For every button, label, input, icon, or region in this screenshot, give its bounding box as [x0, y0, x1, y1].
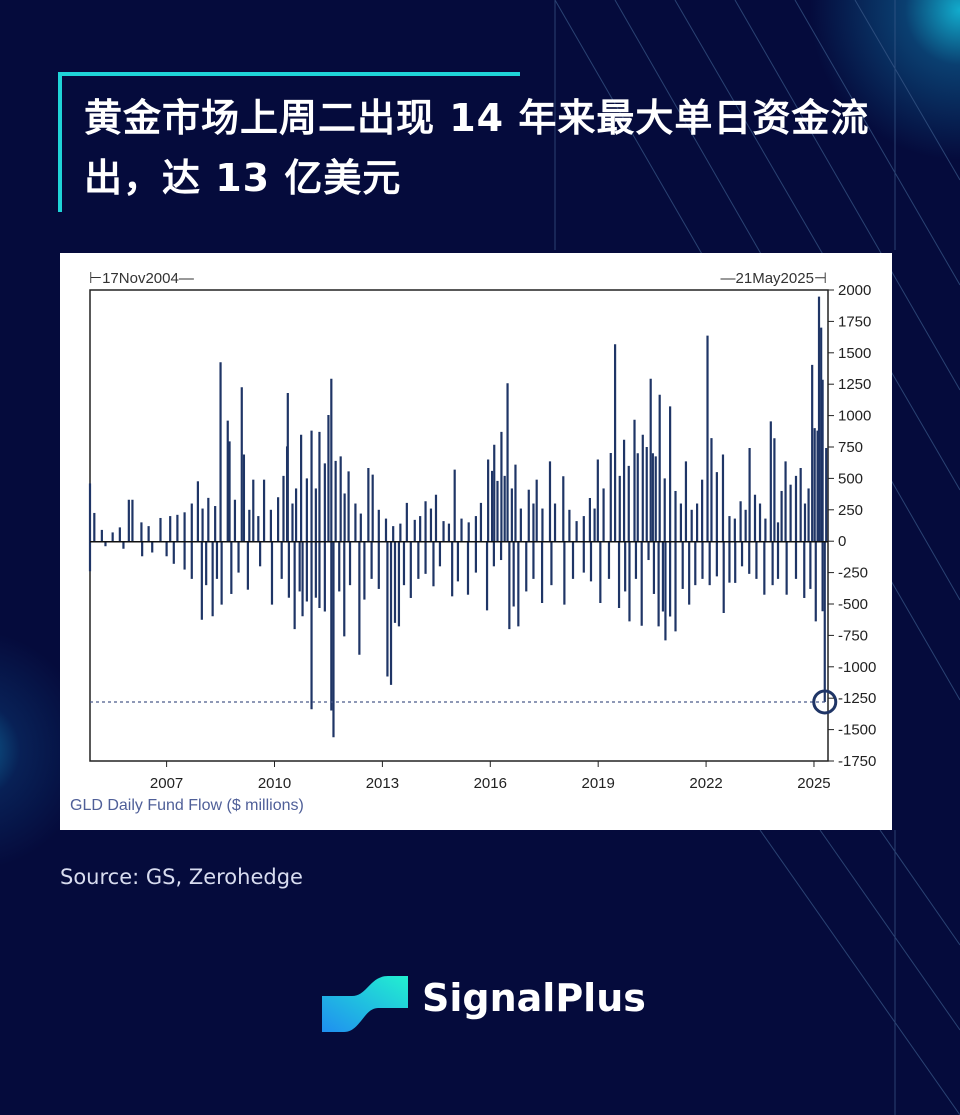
y-tick-label: -500: [838, 596, 868, 613]
y-tick-label: 1000: [838, 408, 871, 425]
x-tick-label: 2022: [689, 775, 722, 792]
y-tick-label: -1250: [838, 690, 876, 707]
y-tick-label: -750: [838, 627, 868, 644]
highlight-circle: [812, 689, 838, 715]
brand-name: SignalPlus: [422, 976, 646, 1020]
x-tick-label: 2010: [258, 775, 291, 792]
end-date-label: —21May2025⊣: [721, 270, 827, 287]
gld-fund-flow-chart: 2000 1750 1500 1250 1000 750 500 250 0 -250 -500 -7…: [70, 270, 876, 814]
y-tick-label: 1750: [838, 313, 871, 330]
y-tick-label: 750: [838, 439, 863, 456]
y-tick-label: 500: [838, 470, 863, 487]
y-tick-label: 2000: [838, 282, 871, 299]
chart-card: 2000 1750 1500 1250 1000 750 500 250 0 -250 -500 -7…: [60, 253, 892, 830]
title-accent-frame: [58, 72, 520, 212]
y-tick-label: -1000: [838, 659, 876, 676]
signalplus-logo-icon: [322, 976, 408, 1032]
y-tick-label: -1750: [838, 753, 876, 770]
y-tick-label: 250: [838, 502, 863, 519]
y-tick-label: -250: [838, 565, 868, 582]
series-label: GLD Daily Fund Flow ($ millions): [70, 797, 304, 814]
x-tick-label: 2007: [150, 775, 183, 792]
source-note: Source: GS, Zerohedge: [60, 865, 303, 889]
x-tick-label: 2013: [366, 775, 399, 792]
page-title: 黄金市场上周二出现 14 年来最大单日资金流出，达 13 亿美元: [84, 96, 870, 200]
x-tick-label: 2019: [581, 775, 614, 792]
start-date-label: ⊢17Nov2004—: [89, 270, 194, 287]
y-tick-label: 0: [838, 533, 846, 550]
x-tick-label: 2016: [474, 775, 507, 792]
y-tick-label: 1250: [838, 376, 871, 393]
x-tick-label: 2025: [797, 775, 830, 792]
y-tick-label: 1500: [838, 345, 871, 362]
y-tick-label: -1500: [838, 722, 876, 739]
